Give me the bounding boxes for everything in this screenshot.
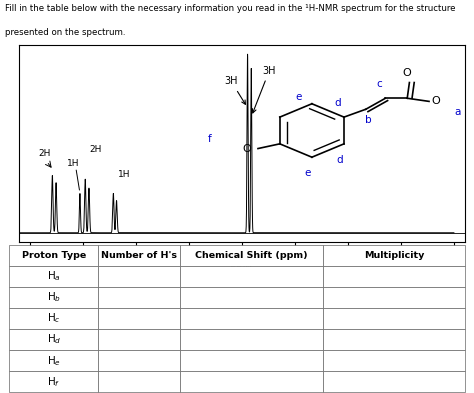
Bar [323,371,465,392]
Text: O: O [403,68,411,78]
Text: Proton Type: Proton Type [22,251,86,260]
Bar [9,245,98,266]
Bar [180,350,323,371]
Bar [323,287,465,308]
Bar [98,245,180,266]
Bar [98,266,180,287]
Bar [323,245,465,266]
Text: O: O [243,143,251,154]
Text: f: f [208,134,212,144]
Text: Number of H's: Number of H's [101,251,177,260]
Bar [9,266,98,287]
Text: H$_d$: H$_d$ [46,333,61,347]
Text: 3H: 3H [224,76,246,104]
Bar [98,308,180,329]
Bar [323,308,465,329]
Bar [9,308,98,329]
Text: 1H: 1H [118,170,130,179]
Text: Chemical Shift (ppm): Chemical Shift (ppm) [195,251,308,260]
Text: b: b [365,115,371,125]
Text: a: a [455,107,461,117]
Text: H$_f$: H$_f$ [47,375,61,389]
Bar [180,266,323,287]
Text: e: e [304,168,311,178]
Text: 2H: 2H [90,145,102,154]
X-axis label: PPM: PPM [230,262,253,272]
Text: Multiplicity: Multiplicity [364,251,424,260]
Text: O: O [431,96,440,107]
Text: 3H: 3H [252,66,276,113]
Bar [9,287,98,308]
Bar [323,329,465,350]
Bar [180,245,323,266]
Bar [180,329,323,350]
Bar [98,371,180,392]
Text: 1H: 1H [67,160,79,169]
Text: c: c [376,79,382,89]
Bar [98,287,180,308]
Bar [9,350,98,371]
Bar [98,350,180,371]
Bar [323,350,465,371]
Text: d: d [337,154,343,165]
Text: H$_a$: H$_a$ [47,270,61,283]
Bar [180,287,323,308]
Bar [323,266,465,287]
Text: Fill in the table below with the necessary information you read in the ¹H-NMR sp: Fill in the table below with the necessa… [5,4,455,13]
Bar [180,308,323,329]
Bar [9,329,98,350]
Bar [180,371,323,392]
Text: e: e [296,92,302,103]
Text: H$_c$: H$_c$ [47,312,61,325]
Text: 2H: 2H [38,149,51,158]
Text: presented on the spectrum.: presented on the spectrum. [5,28,125,37]
Text: H$_b$: H$_b$ [47,290,61,304]
Text: H$_e$: H$_e$ [47,354,61,367]
Text: d: d [334,98,341,108]
Bar [98,329,180,350]
Bar [9,371,98,392]
